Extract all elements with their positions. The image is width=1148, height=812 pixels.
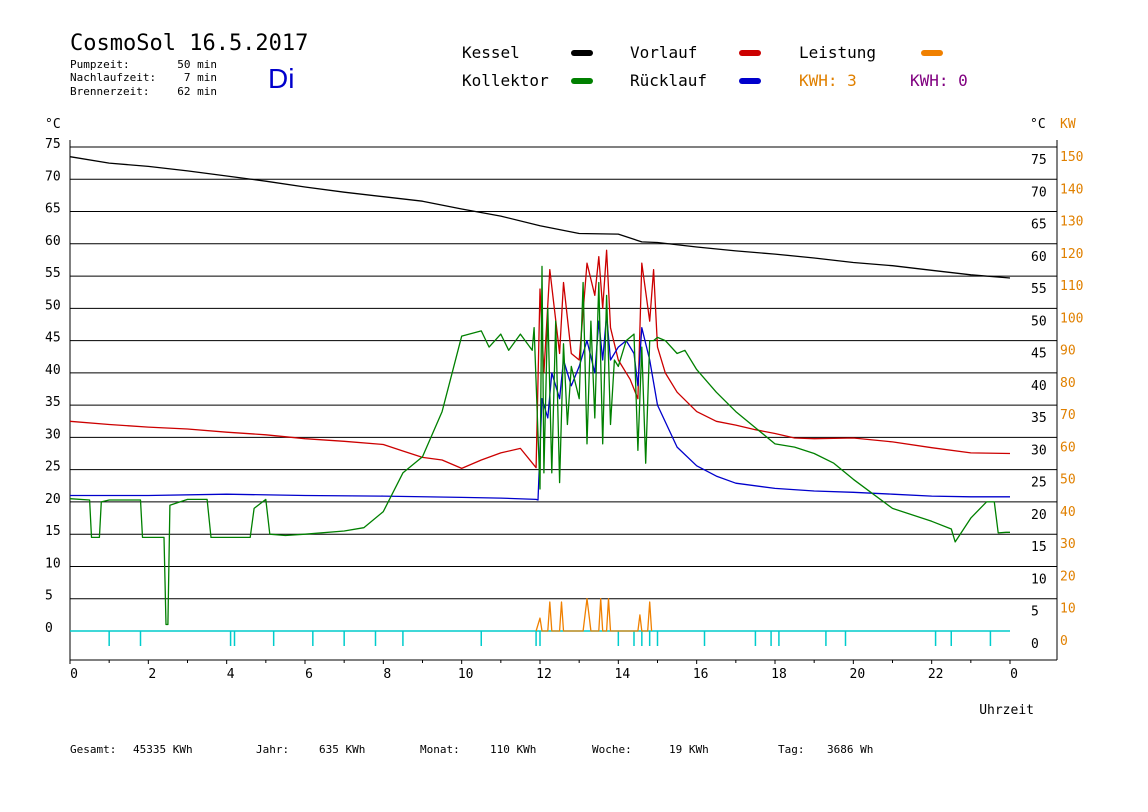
kw-tick-label: 50 — [1060, 473, 1076, 488]
x-tick-label: 10 — [458, 667, 474, 682]
y-tick-label: 5 — [45, 589, 53, 604]
kw-tick-label: 150 — [1060, 150, 1083, 165]
series-line-kollektor — [69, 265, 1010, 626]
info-value-brennerzeit: 62 min — [177, 85, 217, 98]
series-line-leistung — [535, 598, 653, 632]
x-tick-label: 20 — [850, 667, 866, 682]
footer-value-tag: 3686 Wh — [827, 743, 873, 756]
y-tick-label: 45 — [45, 331, 61, 346]
y-tick-label-right: 55 — [1031, 282, 1047, 297]
x-tick-label: 22 — [928, 667, 944, 682]
kw-tick-label: 130 — [1060, 215, 1083, 230]
series-line-vorlauf — [69, 249, 1011, 470]
x-axis-label: Uhrzeit — [979, 703, 1034, 718]
kwh-solar: KWH: 3 — [799, 71, 857, 90]
x-tick-label: 0 — [70, 667, 78, 682]
legend-label-ruecklauf: Rücklauf — [630, 71, 707, 90]
y-tick-label-right: 35 — [1031, 411, 1047, 426]
kw-tick-label: 120 — [1060, 247, 1083, 262]
legend-label-kessel: Kessel — [462, 43, 520, 62]
right-unit-c-label: °C — [1030, 117, 1046, 132]
legend-label-vorlauf: Vorlauf — [630, 43, 697, 62]
y-tick-label: 0 — [45, 621, 53, 636]
y-tick-label-right: 25 — [1031, 476, 1047, 491]
kwh-other: KWH: 0 — [910, 71, 968, 90]
y-tick-label: 65 — [45, 202, 61, 217]
footer-value-jahr: 635 KWh — [319, 743, 365, 756]
y-tick-label: 40 — [45, 363, 61, 378]
kw-tick-label: 30 — [1060, 537, 1076, 552]
footer-value-woche: 19 KWh — [669, 743, 709, 756]
y-tick-label: 20 — [45, 492, 61, 507]
x-tick-label: 14 — [615, 667, 631, 682]
y-tick-label: 60 — [45, 234, 61, 249]
y-tick-label: 25 — [45, 460, 61, 475]
kw-tick-label: 0 — [1060, 634, 1068, 649]
kw-tick-label: 110 — [1060, 279, 1083, 294]
y-tick-label-right: 0 — [1031, 637, 1039, 652]
x-tick-label: 18 — [771, 667, 787, 682]
y-tick-label-right: 70 — [1031, 185, 1047, 200]
y-tick-label-right: 40 — [1031, 379, 1047, 394]
y-tick-label: 15 — [45, 524, 61, 539]
info-value-pumpzeit: 50 min — [177, 58, 217, 71]
legend-label-leistung: Leistung — [799, 43, 876, 62]
x-tick-label: 8 — [383, 667, 391, 682]
x-tick-label: 12 — [536, 667, 552, 682]
kw-tick-label: 20 — [1060, 569, 1076, 584]
info-value-nachlaufzeit: 7 min — [184, 71, 217, 84]
y-tick-label-right: 65 — [1031, 218, 1047, 233]
x-tick-label: 6 — [305, 667, 313, 682]
legend-label-kollektor: Kollektor — [462, 71, 549, 90]
y-tick-label-right: 10 — [1031, 572, 1047, 587]
y-tick-label-right: 75 — [1031, 153, 1047, 168]
y-tick-label-right: 50 — [1031, 314, 1047, 329]
footer-label-gesamt: Gesamt: — [70, 743, 116, 756]
y-tick-label-right: 20 — [1031, 508, 1047, 523]
y-tick-label: 30 — [45, 427, 61, 442]
x-tick-label: 16 — [693, 667, 709, 682]
footer-label-monat: Monat: — [420, 743, 460, 756]
x-tick-label: 4 — [227, 667, 235, 682]
y-tick-label: 50 — [45, 298, 61, 313]
series-line-kessel — [69, 156, 1011, 279]
y-tick-label: 70 — [45, 169, 61, 184]
y-tick-label-right: 45 — [1031, 347, 1047, 362]
footer-value-gesamt: 45335 KWh — [133, 743, 193, 756]
y-tick-label-right: 5 — [1031, 605, 1039, 620]
y-tick-label-right: 60 — [1031, 250, 1047, 265]
kw-tick-label: 140 — [1060, 182, 1083, 197]
kw-tick-label: 60 — [1060, 440, 1076, 455]
footer-label-jahr: Jahr: — [256, 743, 289, 756]
right-unit-kw-label: KW — [1060, 117, 1076, 132]
info-label-brennerzeit: Brennerzeit: — [70, 85, 149, 98]
x-tick-label: 2 — [148, 667, 156, 682]
footer-value-monat: 110 KWh — [490, 743, 536, 756]
kw-tick-label: 80 — [1060, 376, 1076, 391]
kw-tick-label: 70 — [1060, 408, 1076, 423]
series-line-ruecklauf — [70, 314, 1010, 501]
x-tick-label: 0 — [1010, 667, 1018, 682]
y-tick-label-right: 15 — [1031, 540, 1047, 555]
kw-tick-label: 90 — [1060, 344, 1076, 359]
left-unit-label: °C — [45, 117, 61, 132]
kw-tick-label: 100 — [1060, 311, 1083, 326]
y-tick-label: 10 — [45, 556, 61, 571]
info-label-nachlaufzeit: Nachlaufzeit: — [70, 71, 156, 84]
kw-tick-label: 10 — [1060, 602, 1076, 617]
info-label-pumpzeit: Pumpzeit: — [70, 58, 130, 71]
y-tick-label: 75 — [45, 137, 61, 152]
y-tick-label: 55 — [45, 266, 61, 281]
weekday-label: Di — [268, 63, 294, 94]
kw-tick-label: 40 — [1060, 505, 1076, 520]
y-tick-label: 35 — [45, 395, 61, 410]
y-tick-label-right: 30 — [1031, 443, 1047, 458]
footer-label-tag: Tag: — [778, 743, 805, 756]
footer-label-woche: Woche: — [592, 743, 632, 756]
chart-title: CosmoSol 16.5.2017 — [70, 31, 308, 56]
